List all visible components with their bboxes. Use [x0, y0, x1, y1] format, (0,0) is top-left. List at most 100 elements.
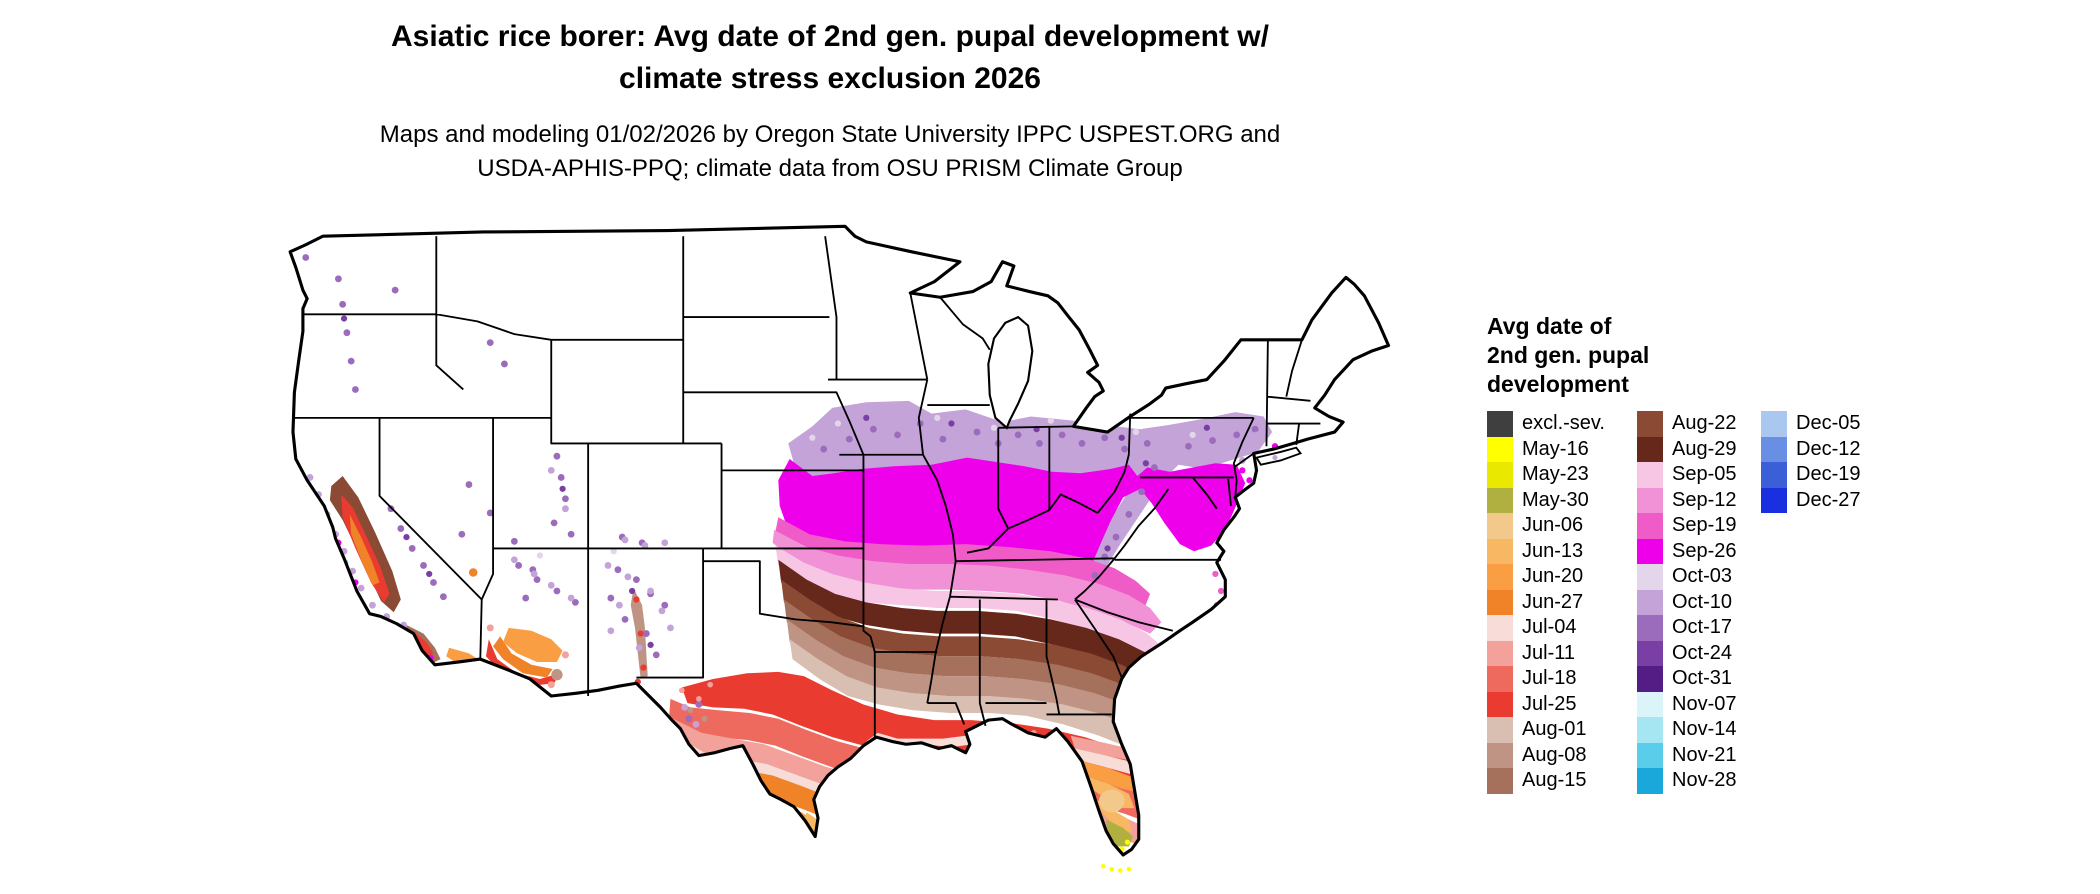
legend-swatch [1637, 717, 1663, 743]
legend-label: Jul-11 [1522, 641, 1575, 664]
legend-entry: May-16 [1487, 436, 1637, 462]
legend-swatch [1487, 666, 1513, 692]
legend-swatch [1487, 538, 1513, 564]
arizona-jun-27-ring [493, 636, 553, 678]
band-aug-22 [781, 579, 1169, 708]
legend-entry: Aug-08 [1487, 742, 1637, 768]
long-island [1255, 446, 1303, 466]
legend-entry: Sep-26 [1637, 538, 1761, 564]
legend-entry: Dec-27 [1761, 487, 1901, 513]
legend-swatch [1487, 411, 1513, 437]
legend-label: Nov-07 [1672, 692, 1737, 715]
legend-swatch [1637, 691, 1663, 717]
band-sep-12 [772, 529, 1162, 634]
florida-jul-11 [1070, 735, 1129, 760]
legend-swatch [1637, 513, 1663, 539]
legend-label: Jul-25 [1522, 692, 1577, 715]
legend-label: Oct-03 [1672, 565, 1733, 588]
legend-swatch [1637, 615, 1663, 641]
band-sep-19 [775, 517, 1151, 609]
legend-entry: Jun-13 [1487, 538, 1637, 564]
legend-label: May-30 [1522, 488, 1589, 511]
speckle-group-oct-03 [536, 414, 1196, 559]
band-sep-05 [775, 545, 1163, 660]
california-valley-orange [349, 514, 380, 586]
legend-label: Jun-06 [1522, 514, 1584, 537]
legend-entry: Sep-12 [1637, 487, 1761, 513]
legend-entry: Nov-07 [1637, 691, 1761, 717]
legend-entry: Oct-31 [1637, 666, 1761, 692]
legend-label: Aug-01 [1522, 718, 1587, 741]
legend-column-3: Dec-05 Dec-12 Dec-19 Dec-27 [1761, 411, 1901, 794]
legend-label: Sep-12 [1672, 488, 1737, 511]
legend-entry: Jul-25 [1487, 691, 1637, 717]
speckle-group-oct-10 [306, 420, 1265, 728]
legend-swatch [1487, 462, 1513, 488]
legend-swatch [1487, 564, 1513, 590]
legend-entry: Nov-28 [1637, 768, 1761, 794]
legend-entry: Jul-18 [1487, 666, 1637, 692]
band-aug-29 [778, 559, 1166, 685]
legend-title: Avg date of 2nd gen. pupal development [1487, 312, 1957, 399]
legend-swatch [1637, 411, 1663, 437]
legend-entry: Jul-11 [1487, 640, 1637, 666]
band-aug-15 [783, 599, 1170, 728]
legend-label: Nov-28 [1672, 769, 1737, 792]
legend-label: Jul-04 [1522, 616, 1577, 639]
legend-label: May-16 [1522, 437, 1589, 460]
florida-jun-06-center [1099, 789, 1125, 813]
legend-label: excl.-sev. [1522, 412, 1605, 435]
legend-entry: Aug-15 [1487, 768, 1637, 794]
legend-label: Aug-15 [1522, 769, 1587, 792]
legend-label: Sep-05 [1672, 463, 1737, 486]
legend-swatch [1637, 487, 1663, 513]
legend-entry: Jun-06 [1487, 513, 1637, 539]
legend-swatch [1487, 589, 1513, 615]
arizona-phoenix-jun-20 [503, 627, 563, 662]
legend-swatch [1761, 487, 1787, 513]
las-vegas-patch [468, 568, 478, 577]
legend-label: Aug-29 [1672, 437, 1737, 460]
florida-keys-specks [1101, 864, 1132, 873]
legend-swatch [1487, 717, 1513, 743]
legend-swatch [1487, 640, 1513, 666]
page-subtitle: Maps and modeling 01/02/2026 by Oregon S… [0, 118, 1660, 186]
legend-entry: Oct-24 [1637, 640, 1761, 666]
long-island-speck [1272, 455, 1278, 461]
legend-title-line-1: Avg date of [1487, 313, 1612, 339]
legend-swatch [1487, 513, 1513, 539]
florida-jun-20 [1077, 759, 1134, 792]
florida-jul-04 [1074, 748, 1131, 775]
subtitle-line-1: Maps and modeling 01/02/2026 by Oregon S… [379, 121, 1281, 148]
legend-entry: Nov-14 [1637, 717, 1761, 743]
legend-swatch [1637, 589, 1663, 615]
legend-entry: Aug-01 [1487, 717, 1637, 743]
legend-swatch [1637, 462, 1663, 488]
speckle-group-aug-08 [687, 707, 708, 722]
legend-label: Jul-18 [1522, 667, 1577, 690]
legend-swatch [1487, 615, 1513, 641]
legend-entry: Oct-17 [1637, 615, 1761, 641]
texas-coast-jun-13 [827, 775, 844, 802]
title-line-1: Asiatic rice borer: Avg date of 2nd gen.… [391, 20, 1269, 53]
socal-red-patch [412, 630, 434, 660]
legend-entry: excl.-sev. [1487, 411, 1637, 437]
legend-swatch [1761, 411, 1787, 437]
speckle-group-oct-17 [302, 254, 1259, 723]
legend-entry: Sep-19 [1637, 513, 1761, 539]
florida-may-30 [1106, 819, 1134, 847]
legend-label: Aug-22 [1672, 412, 1737, 435]
legend-label: Jun-20 [1522, 565, 1584, 588]
legend-entry: Jul-04 [1487, 615, 1637, 641]
legend-entry: Jun-20 [1487, 564, 1637, 590]
legend-entry: May-23 [1487, 462, 1637, 488]
legend-entry: Dec-05 [1761, 411, 1901, 437]
legend-swatch [1487, 487, 1513, 513]
legend-entry: May-30 [1487, 487, 1637, 513]
legend-swatch [1487, 742, 1513, 768]
legend-label: Oct-24 [1672, 641, 1733, 664]
legend-label: Jun-27 [1522, 590, 1584, 613]
us-map-svg [288, 224, 1391, 873]
legend-column-1: excl.-sev. May-16 May-23 May-30 Jun-06 Jun-13… [1487, 411, 1637, 794]
legend-label: Oct-17 [1672, 616, 1733, 639]
